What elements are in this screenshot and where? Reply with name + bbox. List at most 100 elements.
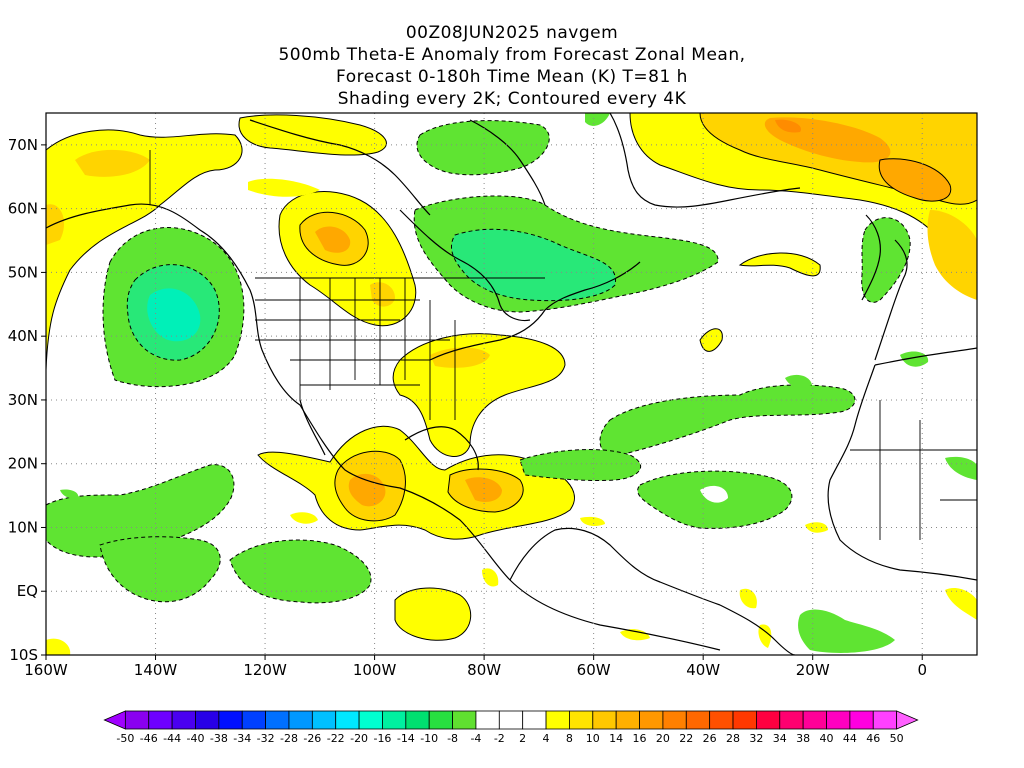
colorbar-label: 34 bbox=[773, 732, 787, 745]
title-line-run: 00Z08JUN2025 navgem bbox=[405, 23, 619, 43]
title-line-shading: Shading every 2K; Contoured every 4K bbox=[337, 89, 687, 109]
colorbar-label: -40 bbox=[187, 732, 205, 745]
colorbar-label: 32 bbox=[749, 732, 763, 745]
colorbar-swatch bbox=[103, 710, 126, 730]
colorbar-swatch bbox=[124, 710, 150, 730]
anomaly-shading bbox=[46, 113, 977, 655]
chart-title: 00Z08JUN2025 navgem 500mb Theta-E Anomal… bbox=[0, 22, 1024, 110]
lon-label: 140W bbox=[134, 661, 178, 679]
colorbar-swatch bbox=[241, 710, 267, 730]
lat-label: 10S bbox=[9, 646, 38, 664]
title-line-forecast: Forecast 0-180h Time Mean (K) T=81 h bbox=[336, 67, 688, 87]
colorbar-label: 10 bbox=[586, 732, 600, 745]
lon-label: 40W bbox=[686, 661, 720, 679]
coastlines bbox=[46, 113, 977, 655]
lat-label: 50N bbox=[8, 263, 38, 281]
colorbar-label: 38 bbox=[796, 732, 810, 745]
colorbar-swatch bbox=[358, 710, 383, 730]
colorbar-swatch bbox=[732, 710, 757, 730]
colorbar-swatch bbox=[545, 710, 570, 730]
lat-label: 70N bbox=[8, 136, 38, 154]
lon-label: 100W bbox=[353, 661, 397, 679]
colorbar-label: -50 bbox=[116, 732, 134, 745]
colorbar-swatch bbox=[195, 710, 220, 730]
colorbar-swatch bbox=[826, 710, 851, 730]
lon-label: 60W bbox=[577, 661, 611, 679]
plot-frame bbox=[45, 112, 978, 656]
colorbar-label: -44 bbox=[163, 732, 181, 745]
colorbar-label: -26 bbox=[303, 732, 321, 745]
colorbar-label: -20 bbox=[350, 732, 368, 745]
colorbar-swatch bbox=[615, 710, 640, 730]
colorbar-swatch bbox=[662, 710, 687, 730]
colorbar-swatch bbox=[498, 710, 524, 730]
colorbar-swatch bbox=[779, 710, 804, 730]
colorbar-label: 14 bbox=[609, 732, 623, 745]
colorbar-label: 50 bbox=[890, 732, 904, 745]
colorbar-label: -4 bbox=[470, 732, 481, 745]
colorbar-swatch bbox=[288, 710, 313, 730]
colorbar-label: -32 bbox=[257, 732, 275, 745]
lat-label: EQ bbox=[17, 582, 38, 600]
latitude-labels: 70N 60N 50N 40N 30N 20N 10N EQ 10S bbox=[8, 136, 46, 664]
lon-label: 20W bbox=[796, 661, 830, 679]
grid-lines bbox=[46, 113, 977, 655]
colorbar-label: 4 bbox=[543, 732, 550, 745]
colorbar-swatch bbox=[218, 710, 243, 730]
colorbar-swatch bbox=[452, 710, 477, 730]
colorbar-label: -2 bbox=[494, 732, 505, 745]
colorbar-label: -28 bbox=[280, 732, 298, 745]
colorbar-swatch bbox=[639, 710, 664, 730]
colorbar-swatch bbox=[265, 710, 290, 730]
colorbar-label: 40 bbox=[820, 732, 834, 745]
colorbar-swatch bbox=[685, 710, 711, 730]
lon-label: 120W bbox=[243, 661, 287, 679]
colorbar-label: 20 bbox=[656, 732, 670, 745]
title-line-field: 500mb Theta-E Anomaly from Forecast Zona… bbox=[278, 45, 746, 65]
colorbar-label: 46 bbox=[866, 732, 880, 745]
colorbar-swatch bbox=[171, 710, 196, 730]
lat-label: 40N bbox=[8, 327, 38, 345]
colorbar-label: 28 bbox=[726, 732, 740, 745]
colorbar-label: 26 bbox=[703, 732, 717, 745]
colorbar-label: -34 bbox=[233, 732, 251, 745]
colorbar-label: -16 bbox=[373, 732, 391, 745]
colorbar: -50 -46 -44 -40 -38 -34 -32 -28 -26 -22 -20 -16 -14-… bbox=[103, 710, 919, 745]
lat-label: 30N bbox=[8, 391, 38, 409]
colorbar-swatch bbox=[802, 710, 827, 730]
colorbar-label: 44 bbox=[843, 732, 857, 745]
colorbar-label: 8 bbox=[566, 732, 573, 745]
colorbar-swatch bbox=[382, 710, 407, 730]
colorbar-swatch bbox=[335, 710, 360, 730]
colorbar-swatch bbox=[311, 710, 337, 730]
colorbar-swatch bbox=[896, 710, 919, 730]
colorbar-label: -38 bbox=[210, 732, 228, 745]
colorbar-swatch bbox=[709, 710, 734, 730]
colorbar-label: -14 bbox=[397, 732, 415, 745]
colorbar-swatch bbox=[522, 710, 547, 730]
lat-label: 10N bbox=[8, 518, 38, 536]
lat-label: 60N bbox=[8, 200, 38, 218]
colorbar-swatch bbox=[428, 710, 453, 730]
colorbar-label: -46 bbox=[140, 732, 158, 745]
colorbar-label: -8 bbox=[447, 732, 458, 745]
colorbar-label: -22 bbox=[327, 732, 345, 745]
colorbar-swatch bbox=[756, 710, 781, 730]
political-boundaries bbox=[149, 150, 977, 540]
lon-label: 0 bbox=[917, 661, 927, 679]
lat-label: 20N bbox=[8, 455, 38, 473]
longitude-labels: 160W 140W 120W 100W 80W 60W 40W 20W 0 bbox=[24, 655, 927, 679]
colorbar-label: 22 bbox=[679, 732, 693, 745]
colorbar-label: -10 bbox=[420, 732, 438, 745]
colorbar-swatch bbox=[569, 710, 594, 730]
colorbar-swatch bbox=[148, 710, 173, 730]
lon-label: 80W bbox=[467, 661, 501, 679]
colorbar-label: 16 bbox=[633, 732, 647, 745]
colorbar-swatch bbox=[872, 710, 898, 730]
colorbar-swatch bbox=[475, 710, 500, 730]
colorbar-label: 2 bbox=[519, 732, 526, 745]
colorbar-swatch bbox=[849, 710, 874, 730]
colorbar-swatch bbox=[405, 710, 430, 730]
colorbar-swatch bbox=[592, 710, 617, 730]
